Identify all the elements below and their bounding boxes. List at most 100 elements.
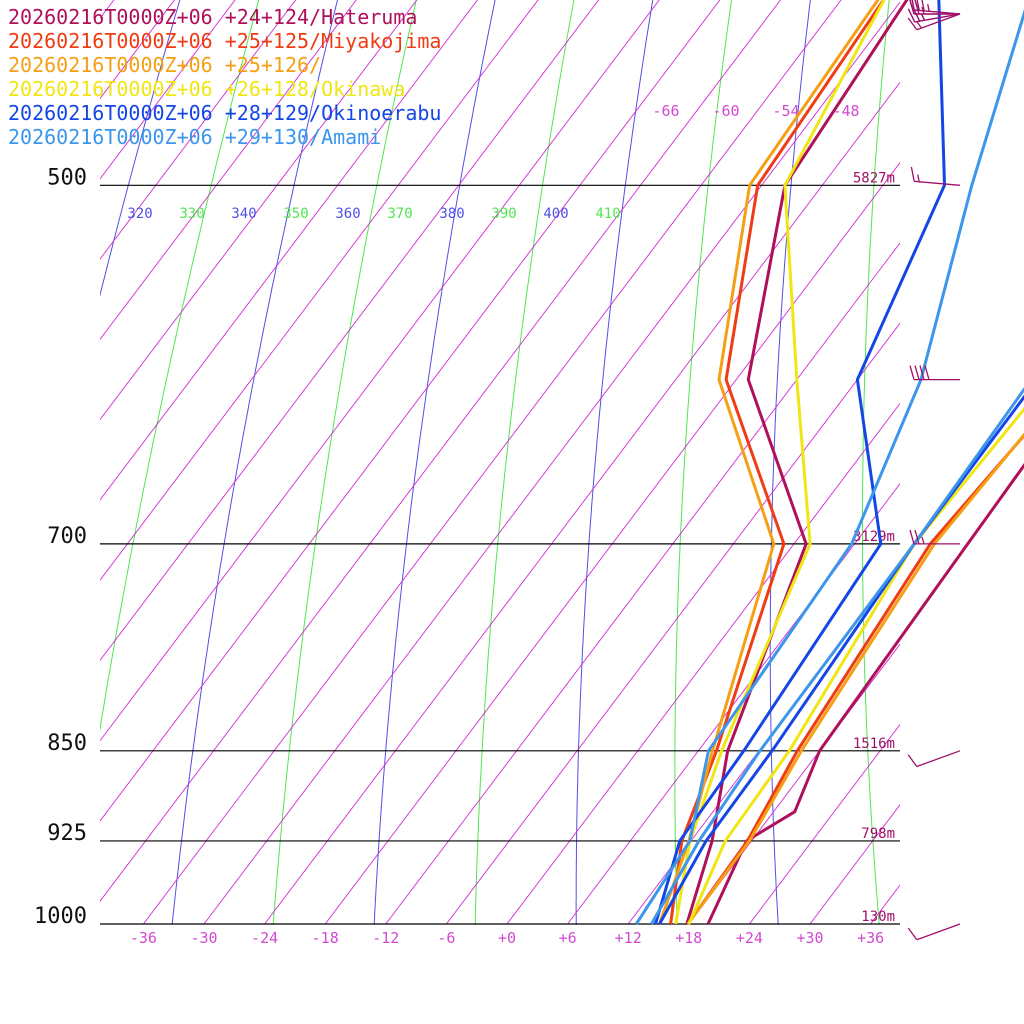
wind-barb-feather	[921, 0, 925, 11]
wind-barb-half-feather	[920, 13, 926, 21]
temperature-tick-labels: -36 -30 -24 -18 -12 -6 +0 +6 +12 +18 +24 +30 +36	[130, 929, 884, 947]
isotherm-line	[100, 0, 781, 902]
theta-label: 330	[179, 206, 204, 222]
dry-adiabat-line	[171, 0, 338, 925]
legend-entry: 20260216T0000Z+06 +24+124/Hateruma	[8, 5, 417, 29]
temperature-tick-label: -30	[190, 929, 217, 947]
wind-barb-staff	[916, 923, 961, 941]
theta-labels: 320 330 340 350 360 370 380 390 400 410	[127, 206, 620, 222]
theta-label: 380	[439, 206, 464, 222]
isotherm-line	[264, 81, 900, 925]
dewpoint-profile-line	[669, 0, 886, 925]
isotherm-line	[324, 161, 900, 925]
theta-label: 320	[127, 206, 152, 222]
upper-isotherm-label: -48	[832, 102, 859, 120]
wind-barb-staff	[914, 9, 961, 15]
temperature-tick-label: -6	[437, 929, 455, 947]
temperature-profile-line	[686, 432, 1024, 925]
wind-barb-feather	[907, 8, 916, 23]
temperature-tick-label: +18	[675, 929, 702, 947]
temperature-profile-line	[650, 386, 1024, 925]
dry-adiabat-line	[952, 0, 1024, 976]
wind-barb-feather	[907, 754, 918, 767]
wind-barb-staff	[916, 750, 961, 768]
isotherm-line	[203, 1, 900, 925]
dewpoint-profile-line	[685, 0, 909, 925]
theta-label: 400	[543, 206, 568, 222]
dry-adiabats	[100, 0, 1024, 976]
isotherm-line	[100, 0, 418, 421]
legend-entry: 20260216T0000Z+06 +29+130/Amami	[8, 125, 381, 149]
temperature-tick-label: -36	[130, 929, 157, 947]
isotherm-line	[931, 0, 1024, 924]
pressure-label: 1000	[34, 904, 87, 929]
wind-barb-feather	[909, 0, 915, 15]
dry-adiabat-line	[373, 0, 496, 925]
legend-entry: 20260216T0000Z+06 +25+125/Miyakojima	[8, 29, 441, 53]
legend-entry: 20260216T0000Z+06 +28+129/Okinoerabu	[8, 101, 441, 125]
wind-barb-feather	[924, 365, 930, 380]
theta-label: 370	[387, 206, 412, 222]
dry-adiabat-line	[575, 0, 654, 925]
temperature-profile-line	[658, 394, 1024, 925]
temperature-tick-label: +36	[857, 929, 884, 947]
legend-entry: 20260216T0000Z+06 +25+126/	[8, 53, 321, 77]
dry-adiabat-line	[769, 0, 811, 925]
isotherm-line	[100, 0, 478, 501]
isotherm-line	[385, 242, 900, 925]
isotherms	[100, 0, 1024, 925]
wind-barb-feather	[909, 529, 915, 545]
dry-adiabat-line	[674, 0, 733, 925]
wind-barb-feather	[907, 927, 918, 941]
wind-barb-feather	[914, 529, 920, 545]
wind-barb-half-feather	[921, 536, 925, 545]
dry-adiabat-line	[862, 0, 890, 925]
dry-adiabat-line	[272, 0, 417, 925]
upper-isotherm-labels: -66 -60 -54 -48	[652, 102, 859, 120]
wind-barb-feather	[914, 0, 920, 15]
temperature-tick-label: -18	[312, 929, 339, 947]
legend: 20260216T0000Z+06 +24+124/Hateruma202602…	[8, 5, 441, 149]
pressure-label: 850	[47, 731, 87, 756]
dry-adiabat-line	[474, 0, 575, 925]
temperature-profile-line	[706, 462, 1024, 925]
wind-barb-feather	[916, 0, 920, 11]
wind-barb-feather	[919, 365, 925, 380]
temperature-profile-line	[686, 433, 1024, 925]
isotherm-line	[100, 0, 660, 742]
theta-label: 410	[595, 206, 620, 222]
temperature-tick-label: -24	[251, 929, 278, 947]
temperature-tick-label: +6	[559, 929, 577, 947]
isotherm-line	[809, 804, 900, 925]
pressure-label: 700	[47, 524, 87, 549]
height-label: 1516m	[853, 736, 895, 752]
wind-barb-feather	[907, 17, 918, 31]
height-label: 130m	[861, 909, 895, 925]
upper-isotherm-label: -54	[772, 102, 799, 120]
wind-barb-half-feather	[917, 174, 920, 182]
upper-isotherm-label: -60	[712, 102, 739, 120]
isobars: 10016523m15014174m20012375m25010896m3009…	[34, 165, 900, 929]
isotherm-line	[100, 0, 539, 581]
dry-adiabat-line	[100, 0, 181, 297]
dewpoint-profile-line	[654, 0, 946, 925]
wind-barb-half-feather	[927, 4, 930, 12]
height-label: 3129m	[853, 529, 895, 545]
dewpoint-profile-line	[674, 0, 886, 925]
pressure-label: 500	[47, 165, 87, 190]
height-label: 798m	[861, 826, 895, 842]
wind-barb-staff	[914, 180, 961, 186]
temperature-tick-label: +30	[796, 929, 823, 947]
isotherm-line	[992, 0, 1024, 924]
wind-barb-feather	[914, 365, 920, 380]
upper-isotherm-label: -66	[652, 102, 679, 120]
legend-entry: 20260216T0000Z+06 +26+128/Okinawa	[8, 77, 405, 101]
wind-barbs	[907, 0, 961, 941]
temperature-tick-label: -12	[372, 929, 399, 947]
wind-barb-staff	[914, 13, 961, 23]
pressure-label: 925	[47, 821, 87, 846]
dewpoint-profile-line	[658, 0, 880, 925]
wind-barb-feather	[910, 166, 915, 182]
temperature-tick-label: +12	[615, 929, 642, 947]
isotherm-line	[100, 0, 721, 822]
